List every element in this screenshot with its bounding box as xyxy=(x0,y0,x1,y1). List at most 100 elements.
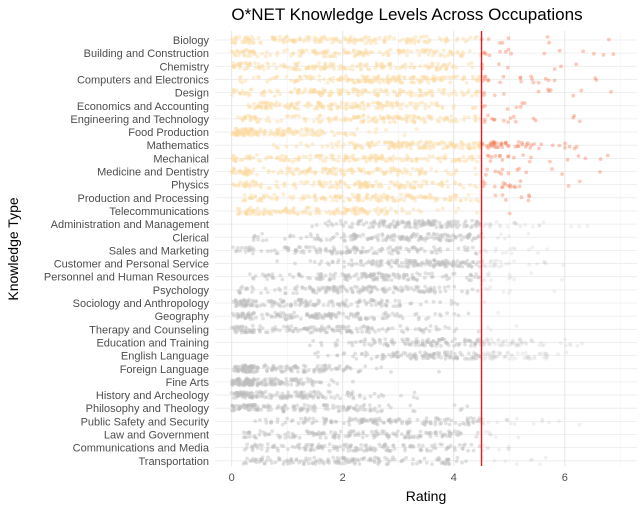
data-point xyxy=(429,48,434,52)
data-point xyxy=(231,61,236,65)
data-point xyxy=(318,250,323,255)
data-point xyxy=(242,67,247,72)
data-point xyxy=(342,159,347,163)
data-point xyxy=(427,329,432,333)
data-point xyxy=(367,142,371,146)
data-point xyxy=(422,40,427,44)
data-point xyxy=(514,416,519,421)
data-point xyxy=(376,101,380,106)
data-point xyxy=(366,102,371,106)
data-point xyxy=(356,80,361,84)
data-point xyxy=(435,103,440,108)
data-point xyxy=(266,170,271,175)
data-point xyxy=(415,225,419,230)
data-point xyxy=(352,54,357,59)
data-point xyxy=(493,154,498,158)
data-point xyxy=(425,47,430,52)
data-point xyxy=(449,50,454,55)
data-point xyxy=(395,93,399,98)
data-point xyxy=(252,114,257,119)
data-point xyxy=(350,39,355,44)
data-point xyxy=(243,246,247,251)
data-point xyxy=(373,115,377,120)
data-point xyxy=(341,199,346,204)
data-point xyxy=(394,100,399,105)
data-point xyxy=(308,132,313,137)
data-point xyxy=(447,119,452,124)
data-point xyxy=(513,119,518,124)
data-point xyxy=(285,302,289,307)
data-point xyxy=(312,260,317,264)
data-point xyxy=(416,39,421,44)
data-point xyxy=(331,406,335,410)
data-point xyxy=(380,116,385,121)
data-point xyxy=(323,50,328,55)
data-point xyxy=(363,364,368,369)
data-point xyxy=(443,153,448,158)
data-point xyxy=(404,119,409,124)
data-point xyxy=(322,422,327,426)
data-point xyxy=(473,36,477,41)
data-point xyxy=(245,129,249,133)
data-point xyxy=(399,143,404,148)
data-point xyxy=(384,103,389,108)
data-point xyxy=(347,39,352,44)
data-point xyxy=(240,61,244,66)
data-point xyxy=(381,52,386,57)
data-point xyxy=(378,101,383,106)
data-point xyxy=(338,91,343,96)
data-point xyxy=(332,51,337,56)
data-point xyxy=(358,106,363,111)
data-point xyxy=(295,67,300,72)
data-point xyxy=(343,117,348,122)
data-point xyxy=(540,343,544,348)
data-point xyxy=(296,421,301,426)
data-point xyxy=(353,53,358,58)
data-point xyxy=(468,35,473,40)
data-point xyxy=(437,352,441,357)
data-point xyxy=(485,153,490,158)
data-point xyxy=(382,40,387,45)
data-point xyxy=(577,119,582,124)
data-point xyxy=(287,366,292,371)
data-point xyxy=(368,272,373,276)
data-point xyxy=(421,116,426,121)
data-point xyxy=(338,77,343,82)
data-point xyxy=(351,87,356,91)
data-point xyxy=(446,75,451,80)
data-point xyxy=(423,76,427,81)
data-point xyxy=(260,393,265,398)
data-point xyxy=(428,77,433,81)
data-point xyxy=(237,62,242,67)
data-point xyxy=(382,206,387,211)
data-point xyxy=(262,404,267,409)
data-point xyxy=(303,74,307,78)
data-point xyxy=(256,407,260,411)
data-point xyxy=(331,198,335,203)
data-point xyxy=(313,170,318,174)
data-point xyxy=(265,368,269,373)
data-point xyxy=(320,144,325,149)
data-point xyxy=(315,103,320,108)
data-point xyxy=(339,89,343,93)
data-point xyxy=(323,35,328,40)
data-point xyxy=(485,167,490,172)
data-point xyxy=(254,129,258,134)
data-point xyxy=(388,156,393,161)
data-point xyxy=(290,197,295,201)
data-point xyxy=(474,262,479,267)
data-point xyxy=(382,140,387,145)
data-point xyxy=(408,301,413,306)
data-point xyxy=(453,180,457,185)
data-point xyxy=(243,35,248,40)
data-point xyxy=(249,128,253,133)
data-point xyxy=(444,116,449,121)
data-point xyxy=(322,34,326,39)
data-point xyxy=(500,41,505,45)
data-point xyxy=(239,405,243,410)
data-point xyxy=(328,272,333,277)
data-point xyxy=(234,156,239,161)
data-point xyxy=(239,75,244,79)
data-point xyxy=(561,263,566,268)
data-point xyxy=(235,48,240,53)
